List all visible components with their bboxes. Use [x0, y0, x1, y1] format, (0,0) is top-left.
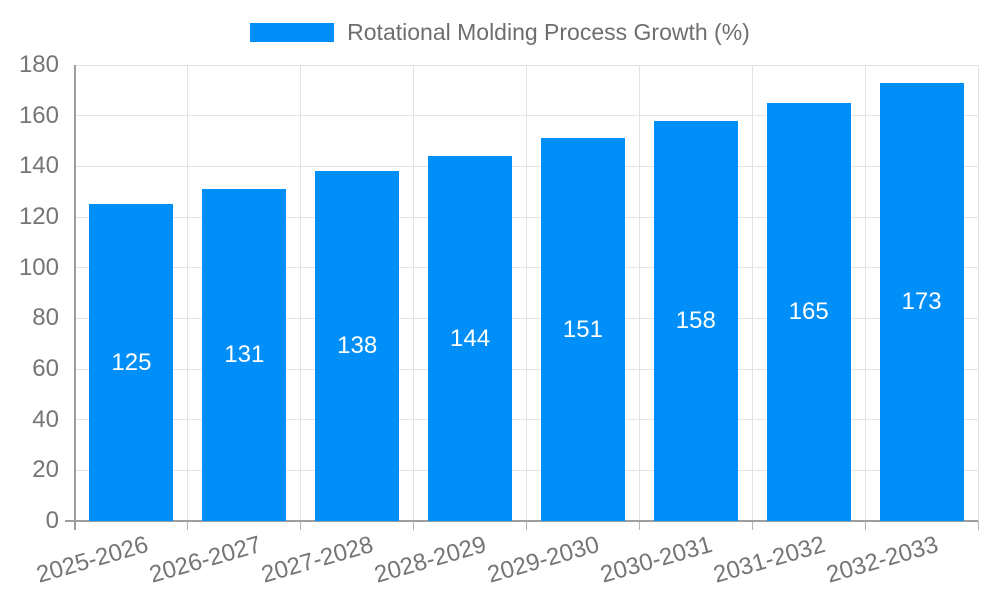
x-axis-category-label: 2030-2031 — [597, 531, 716, 589]
bar[interactable] — [202, 189, 287, 521]
bar[interactable] — [766, 103, 851, 521]
y-axis-tick-label: 140 — [18, 152, 59, 180]
y-axis-tick-label: 20 — [32, 456, 59, 484]
bar-value-label: 173 — [901, 287, 942, 315]
gridline-vertical — [187, 65, 189, 521]
y-axis-tick-label: 80 — [32, 304, 59, 332]
x-axis-tick — [638, 521, 640, 530]
x-axis-category-label: 2028-2029 — [371, 531, 490, 589]
gridline-vertical — [977, 65, 979, 521]
y-axis-tick-label: 160 — [18, 101, 59, 129]
x-axis-line — [65, 520, 978, 522]
y-axis-tick-label: 60 — [32, 355, 59, 382]
x-axis-tick — [413, 521, 415, 530]
bar-value-label: 138 — [337, 332, 378, 360]
gridline-vertical — [300, 65, 302, 521]
x-axis-category-label: 2027-2028 — [258, 531, 377, 589]
x-axis-category-label: 2031-2032 — [710, 531, 829, 589]
x-axis-tick — [187, 521, 189, 530]
x-axis-tick — [300, 521, 302, 530]
bar[interactable] — [315, 171, 400, 521]
x-axis-category-label: 2025-2026 — [33, 531, 151, 589]
legend-item[interactable]: Rotational Molding Process Growth (%) — [250, 21, 750, 44]
legend: Rotational Molding Process Growth (%) — [0, 21, 1000, 44]
x-axis-tick — [751, 521, 753, 530]
legend-swatch-icon — [250, 23, 335, 42]
y-axis-tick-label: 180 — [18, 51, 59, 78]
x-axis-tick — [526, 521, 527, 530]
bar[interactable] — [653, 120, 738, 521]
gridline-vertical — [864, 65, 866, 521]
gridline-vertical — [638, 65, 640, 521]
bar[interactable] — [540, 138, 625, 521]
y-axis-tick-label: 0 — [45, 507, 59, 534]
bar-value-label: 125 — [111, 348, 152, 376]
y-axis-tick-label: 40 — [32, 405, 59, 433]
bar[interactable] — [89, 204, 174, 521]
gridline-vertical — [413, 65, 415, 521]
x-axis-category-label: 2032-2033 — [823, 531, 942, 589]
bar[interactable] — [879, 82, 964, 521]
bar-value-label: 151 — [562, 315, 603, 343]
y-axis-line — [74, 65, 76, 530]
bar[interactable] — [428, 156, 513, 521]
x-axis-category-label: 2026-2027 — [145, 531, 264, 589]
bar-value-label: 165 — [788, 298, 829, 325]
y-axis-tick-label: 100 — [18, 253, 59, 281]
gridline-vertical — [751, 65, 753, 521]
gridline-vertical — [526, 65, 527, 521]
x-axis-tick — [977, 521, 979, 530]
y-axis-tick-label: 120 — [18, 203, 59, 230]
x-axis-tick — [864, 521, 866, 530]
x-axis-category-label: 2029-2030 — [484, 531, 603, 589]
bar-value-label: 158 — [675, 306, 716, 334]
legend-label: Rotational Molding Process Growth (%) — [347, 19, 750, 45]
bar-value-label: 131 — [224, 341, 265, 369]
bar-value-label: 144 — [450, 324, 491, 352]
